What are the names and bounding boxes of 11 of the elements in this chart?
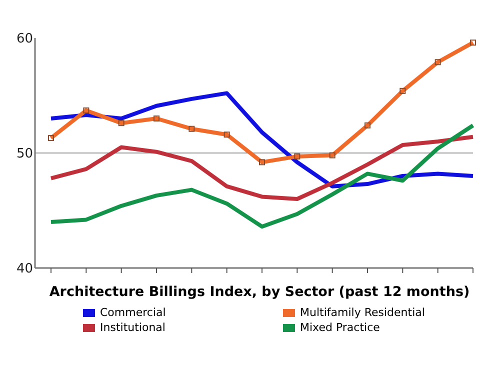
- line-series: [49, 134, 475, 201]
- text: Architecture Billings Index, by Sector (past 12 months): [48, 284, 471, 300]
- legend-label: Mixed Practice: [300, 321, 380, 334]
- legend-label: Multifamily Residential: [300, 306, 425, 319]
- legend-label: Institutional: [100, 321, 166, 334]
- y-tick-label: 40: [16, 262, 33, 277]
- y-tick-label: 50: [16, 146, 33, 162]
- legend-label: Commercial: [100, 306, 166, 319]
- line-series: [48, 40, 476, 166]
- line-series: [49, 123, 475, 229]
- y-tick-label: 60: [16, 32, 33, 47]
